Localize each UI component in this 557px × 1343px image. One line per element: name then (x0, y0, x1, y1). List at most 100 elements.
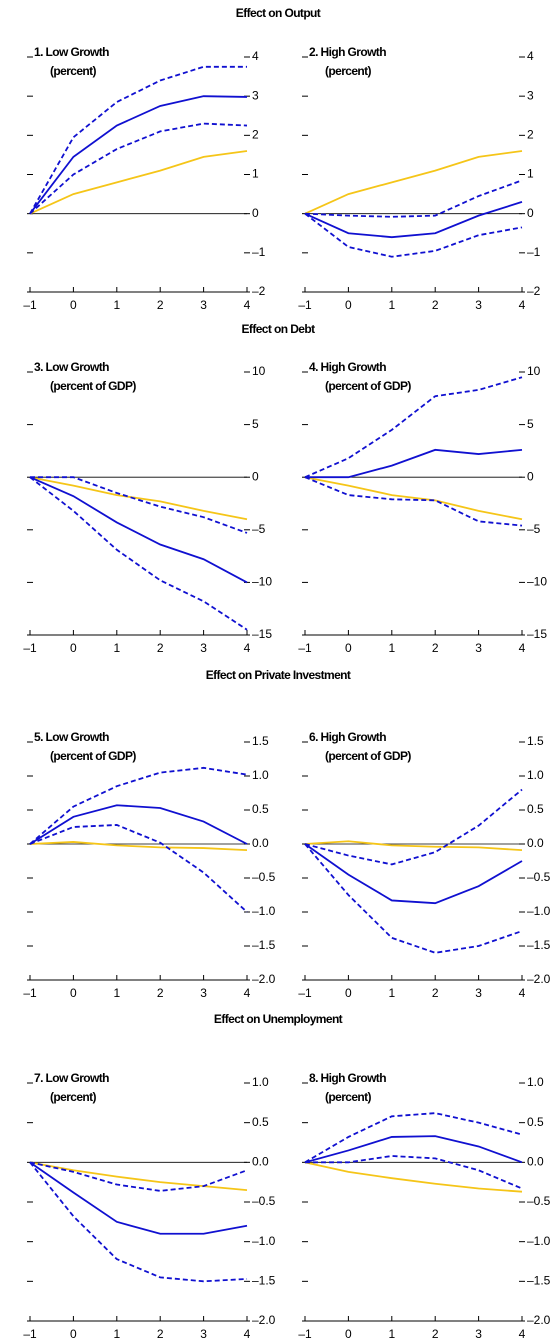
y-tick-label: 10 (252, 364, 266, 378)
y-tick-label: 3 (252, 88, 259, 102)
panel-subtitle: (percent) (50, 64, 97, 78)
y-tick-label: 5 (252, 417, 259, 431)
x-tick-label: 3 (475, 298, 482, 312)
y-tick-label: –1 (252, 245, 266, 259)
y-tick-label: 0.0 (252, 836, 269, 850)
x-tick-label: 3 (475, 641, 482, 655)
series-line (29, 95, 248, 215)
x-tick-label: –1 (23, 1327, 37, 1341)
x-tick-label: 0 (70, 298, 77, 312)
y-tick-label: –1.0 (252, 1234, 276, 1248)
panel-title: 5. Low Growth (34, 730, 109, 744)
section-title: Effect on Output (236, 6, 321, 20)
y-tick-label: –1.5 (252, 1274, 276, 1288)
x-tick-label: 1 (388, 641, 395, 655)
y-tick-label: 1.5 (527, 734, 544, 748)
series-line (29, 1161, 248, 1192)
x-tick-label: 4 (244, 986, 251, 1000)
x-tick-label: 3 (475, 986, 482, 1000)
panel-subtitle: (percent) (325, 1090, 372, 1104)
y-tick-label: 1.0 (252, 768, 269, 782)
panel-subtitle: (percent) (50, 1090, 97, 1104)
x-tick-label: 2 (432, 1327, 439, 1341)
x-tick-label: 0 (345, 298, 352, 312)
x-tick-label: 0 (345, 641, 352, 655)
y-tick-label: 0.0 (527, 836, 544, 850)
x-tick-label: 2 (157, 641, 164, 655)
y-tick-label: 0.0 (527, 1155, 544, 1169)
series-line (305, 448, 523, 479)
x-tick-label: 1 (113, 298, 120, 312)
series-line (29, 1161, 248, 1283)
x-tick-label: 0 (345, 986, 352, 1000)
x-tick-label: 3 (200, 986, 207, 1000)
y-tick-label: 0.5 (527, 802, 544, 816)
y-tick-label: 1.0 (252, 1075, 269, 1089)
y-tick-label: –1 (527, 245, 541, 259)
x-tick-label: –1 (298, 641, 312, 655)
series-line (304, 1112, 523, 1164)
series-line (304, 840, 523, 852)
y-tick-label: –1.5 (527, 938, 551, 952)
y-tick-label: –15 (527, 627, 547, 641)
series-line (304, 1161, 523, 1193)
x-tick-label: 3 (200, 1327, 207, 1341)
x-tick-label: 4 (519, 641, 526, 655)
x-tick-label: 0 (70, 641, 77, 655)
series-line (29, 476, 248, 584)
series-line (29, 122, 248, 215)
x-tick-label: 2 (432, 298, 439, 312)
x-tick-label: 3 (475, 1327, 482, 1341)
x-tick-label: 2 (157, 298, 164, 312)
y-tick-label: 0 (527, 469, 534, 483)
panel-title: 3. Low Growth (34, 360, 109, 374)
series-line (30, 476, 248, 534)
y-tick-label: 0 (527, 206, 534, 220)
y-tick-label: –1.0 (252, 904, 276, 918)
x-tick-label: 4 (519, 1327, 526, 1341)
y-tick-label: –2.0 (252, 972, 276, 986)
y-tick-label: –2 (252, 284, 266, 298)
y-tick-label: –1.0 (527, 904, 551, 918)
y-tick-label: –10 (252, 575, 272, 589)
panel-subtitle: (percent of GDP) (50, 379, 136, 393)
y-tick-label: –2.0 (527, 972, 551, 986)
y-tick-label: 0.5 (252, 802, 269, 816)
y-tick-label: –2 (527, 284, 541, 298)
section-title: Effect on Debt (242, 322, 316, 336)
x-tick-label: 4 (244, 298, 251, 312)
y-tick-label: 4 (527, 49, 534, 63)
y-tick-label: –0.5 (252, 1194, 276, 1208)
y-tick-label: 4 (252, 49, 259, 63)
y-tick-label: 10 (527, 364, 541, 378)
series-line (304, 1135, 523, 1164)
y-tick-label: –0.5 (527, 1194, 551, 1208)
x-tick-label: 3 (200, 298, 207, 312)
x-tick-label: –1 (23, 641, 37, 655)
panel-title: 4. High Growth (309, 360, 386, 374)
series-line (29, 65, 247, 215)
series-line (29, 150, 248, 215)
y-tick-label: 2 (527, 128, 534, 142)
series-line (29, 804, 248, 845)
series-line (304, 476, 523, 527)
x-tick-label: –1 (23, 986, 37, 1000)
x-tick-label: 1 (388, 298, 395, 312)
x-tick-label: 4 (244, 641, 251, 655)
series-line (304, 179, 523, 218)
series-line (29, 476, 248, 521)
y-tick-label: –1.0 (527, 1234, 551, 1248)
series-line (29, 476, 248, 631)
series-line (29, 1161, 248, 1235)
x-tick-label: 1 (113, 986, 120, 1000)
y-tick-label: 0.5 (252, 1115, 269, 1129)
y-tick-label: –5 (527, 522, 541, 536)
x-tick-label: 1 (113, 1327, 120, 1341)
section-title: Effect on Private Investment (206, 668, 351, 682)
y-tick-label: 0.5 (527, 1115, 544, 1129)
y-tick-label: 1.5 (252, 734, 269, 748)
series-line (304, 476, 523, 521)
panel-subtitle: (percent of GDP) (325, 379, 411, 393)
series-line (304, 788, 523, 866)
